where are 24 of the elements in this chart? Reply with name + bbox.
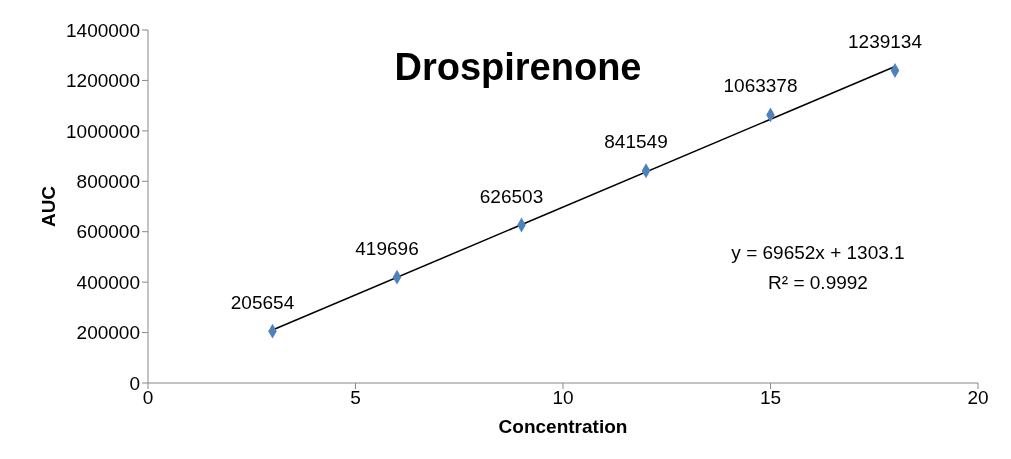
y-tick-label: 600000	[76, 221, 140, 243]
data-label: 841549	[604, 131, 668, 153]
annotation: R² = 0.9992	[767, 271, 869, 295]
data-label: 626503	[479, 185, 544, 207]
y-tick-label: 1000000	[66, 120, 140, 142]
x-tick-label: 15	[759, 387, 782, 409]
x-tick-label: 20	[967, 387, 989, 409]
y-tick-label: 0	[129, 372, 140, 394]
data-label: 1239134	[848, 31, 923, 53]
x-tick-label: 10	[552, 387, 574, 409]
x-tick-label: 0	[142, 387, 154, 409]
chart-title: Drospirenone	[394, 46, 642, 88]
y-tick-label: 200000	[76, 322, 140, 344]
data-label: 1063378	[723, 75, 798, 97]
data-label: 419696	[355, 237, 419, 259]
x-tick-label: 5	[350, 387, 361, 409]
y-axis-title: AUC	[37, 185, 59, 228]
y-tick-label: 800000	[76, 171, 140, 193]
y-tick-label: 1400000	[66, 19, 140, 41]
annotation: y = 69652x + 1303.1	[730, 241, 906, 265]
y-tick-label: 400000	[76, 271, 140, 293]
x-axis-title: Concentration	[498, 416, 628, 437]
y-tick-label: 1200000	[66, 70, 140, 92]
data-label: 205654	[230, 291, 295, 313]
